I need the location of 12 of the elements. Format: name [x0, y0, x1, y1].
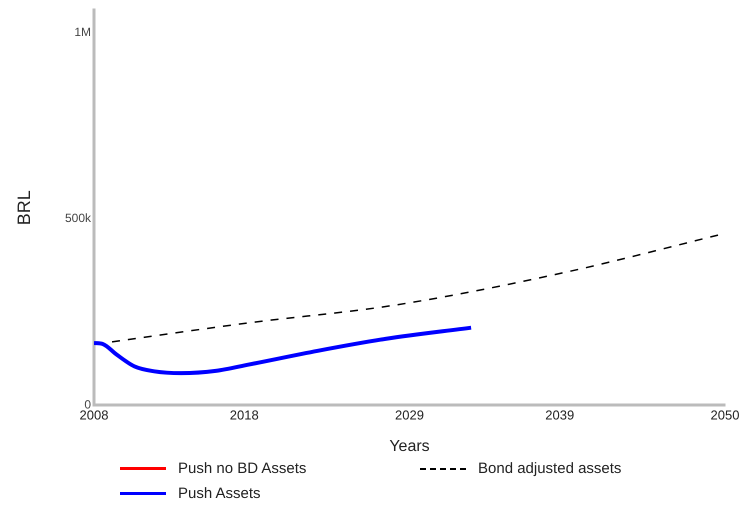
line-series	[94, 326, 474, 376]
x-tick-label: 2029	[395, 408, 424, 423]
x-tick-label: 2050	[710, 408, 740, 423]
y-tick-label: 1M	[74, 24, 91, 39]
x-axis-title: Years	[389, 438, 430, 455]
legend-label: Push no BD Assets	[178, 460, 306, 477]
y-axis-title: BRL	[14, 190, 34, 226]
y-tick-label: 500k	[64, 211, 92, 226]
x-tick-label: 2018	[230, 408, 259, 423]
x-tick-label: 2039	[545, 408, 574, 423]
legend-label: Push Assets	[178, 485, 261, 502]
legend-label: Bond adjusted assets	[478, 460, 622, 477]
